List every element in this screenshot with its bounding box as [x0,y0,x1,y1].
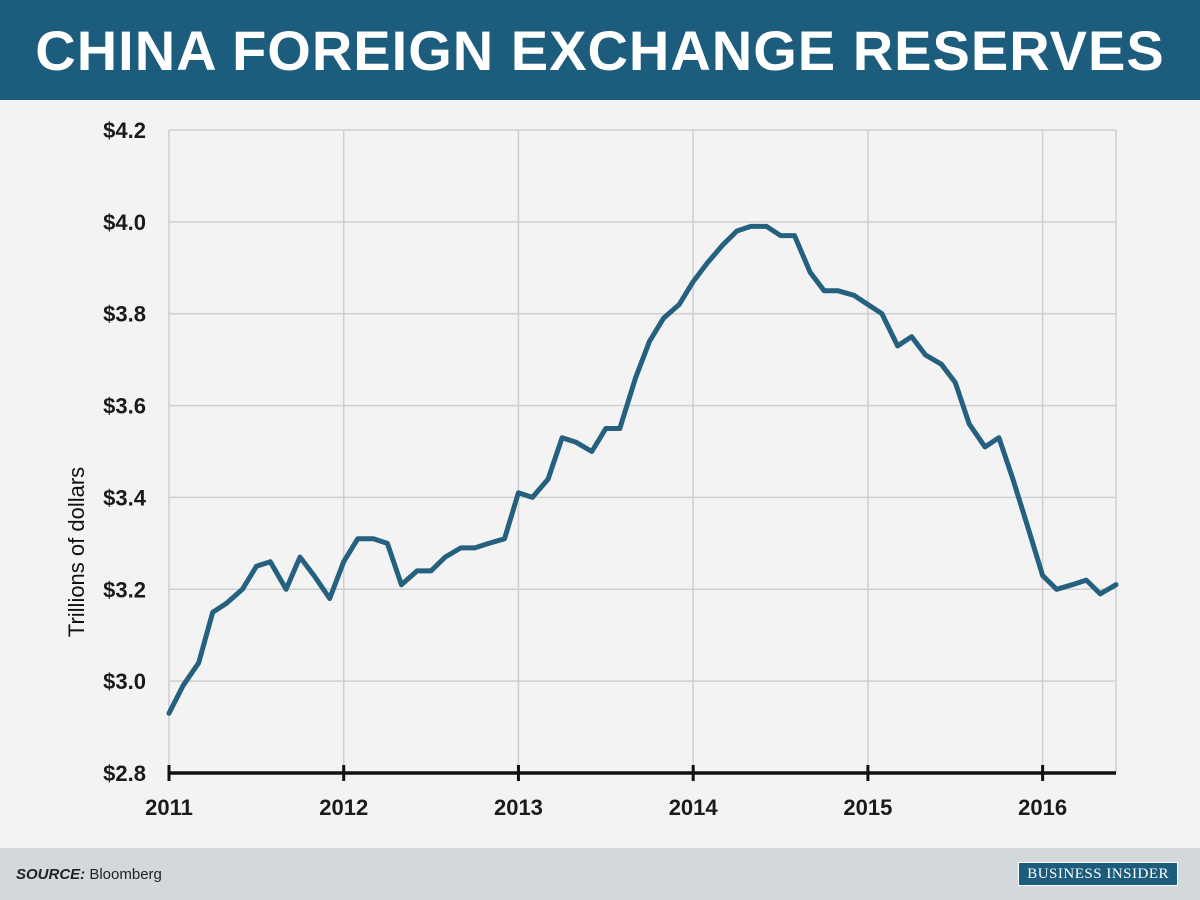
y-tick-label: $3.0 [103,669,146,694]
source-note: SOURCE: Bloomberg [16,866,162,883]
page-title: CHINA FOREIGN EXCHANGE RESERVES [35,18,1165,82]
x-tick-label: 2015 [843,795,892,820]
y-axis: $2.8 $3.0 $3.2 $3.4 $3.6 $3.8 $4.0 $4.2 [103,118,147,786]
y-axis-label: Trillions of dollars [64,467,89,637]
x-axis: 2011 2012 2013 2014 2015 2016 [145,765,1116,820]
x-tick-label: 2011 [145,795,193,820]
y-tick-label: $3.2 [103,577,146,602]
y-tick-label: $4.0 [103,210,146,235]
y-tick-label: $3.6 [103,394,146,419]
grid [168,129,1117,773]
footer-bar: SOURCE: Bloomberg BUSINESS INSIDER [0,848,1200,900]
brand-logo: BUSINESS INSIDER [1018,862,1178,886]
y-tick-label: $3.4 [103,485,147,510]
y-tick-label: $2.8 [103,761,146,786]
line-chart: 2011 2012 2013 2014 2015 2016 $2.8 $3.0 $3.2 $3.… [64,118,1119,820]
x-tick-label: 2014 [669,795,719,820]
x-tick-label: 2013 [494,795,543,820]
series-layer [166,223,1119,716]
source-value: Bloomberg [89,866,162,883]
source-label: SOURCE: [16,866,86,883]
plot-area [0,100,1200,848]
series-line [166,223,1119,716]
y-tick-label: $4.2 [103,118,146,143]
x-tick-label: 2012 [319,795,368,820]
header-bar: CHINA FOREIGN EXCHANGE RESERVES [0,0,1200,100]
x-tick-label: 2016 [1018,795,1067,820]
y-tick-label: $3.8 [103,302,146,327]
